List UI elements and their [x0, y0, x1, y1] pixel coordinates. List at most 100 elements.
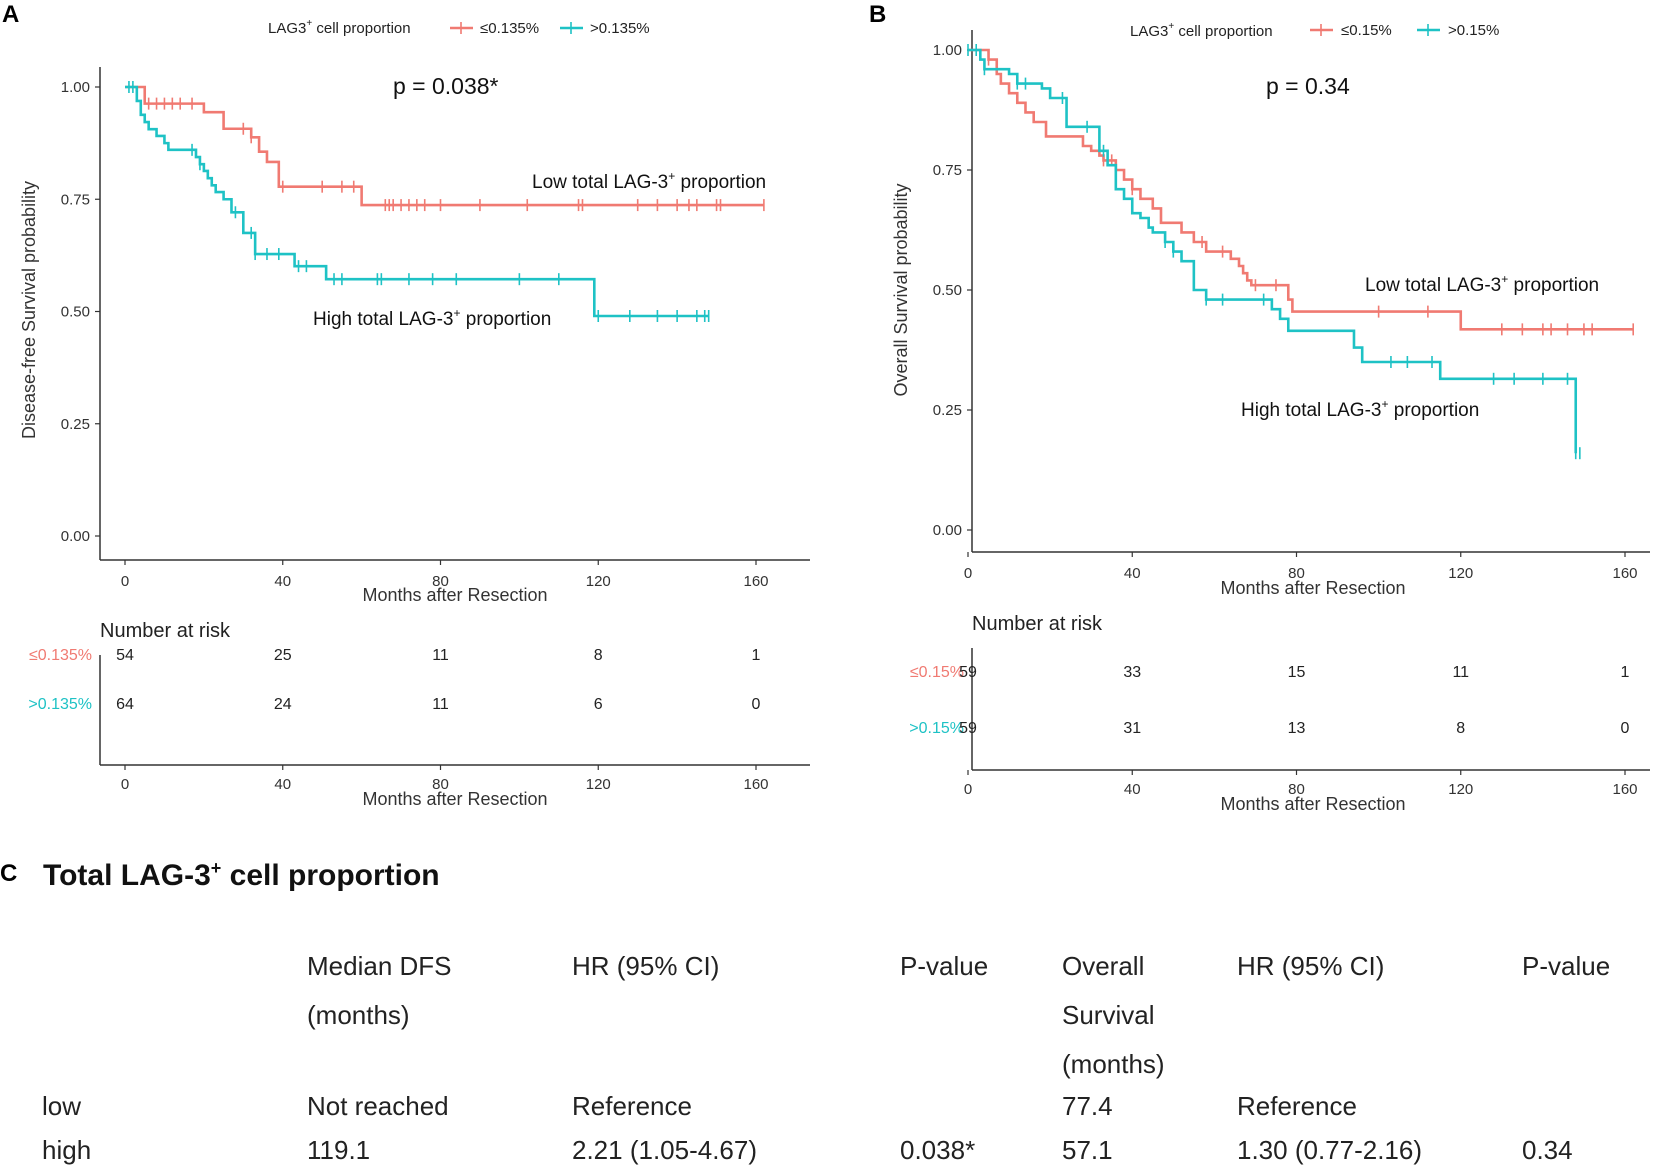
km-panels: A LAG3+ cell proportion ≤0.135% >0.135% …: [2, 1, 1650, 814]
risk-count: 8: [594, 647, 603, 664]
y-tick-label: 1.00: [933, 42, 962, 59]
y-tick-label: 0.50: [933, 282, 962, 299]
panel-a-high-label: High total LAG-3+ proportion: [313, 306, 551, 330]
row-high-hr-dfs: 2.21 (1.05-4.67): [572, 1135, 758, 1165]
header-median-dfs: Median DFS (months): [307, 951, 452, 1030]
risk-count: 8: [1456, 720, 1465, 737]
panel-b-high-label: High total LAG-3+ proportion: [1241, 397, 1479, 421]
risk-count: 11: [432, 647, 449, 664]
header-hr-dfs: HR (95% CI): [572, 951, 720, 981]
risk-count: 31: [1123, 720, 1141, 737]
x-tick-label: 80: [1288, 565, 1305, 582]
panel-c-letter: C: [0, 860, 18, 887]
risk-count: 59: [959, 664, 977, 681]
y-tick-label: 0.75: [61, 191, 90, 208]
risk-count: 0: [1621, 720, 1630, 737]
risk-x-tick-label: 160: [1612, 781, 1637, 798]
panel-a-y-title: Disease-free Survival probability: [19, 181, 39, 439]
y-tick-label: 0.50: [61, 304, 90, 321]
panel-a-low-label: Low total LAG-3+ proportion: [532, 169, 766, 193]
header-hr-os: HR (95% CI): [1237, 951, 1385, 981]
risk-count: 1: [752, 647, 761, 664]
risk-x-tick-label: 0: [964, 781, 972, 798]
header-overall-survival: Overall Survival (months): [1062, 951, 1165, 1079]
x-tick-label: 0: [121, 573, 129, 590]
row-high-median-dfs: 119.1: [307, 1135, 371, 1165]
panel-b-x-ticks: 0 40 80 120 160: [964, 552, 1638, 582]
panel-a-y-ticks: 0.00 0.25 0.50 0.75 1.00: [61, 79, 100, 545]
panel-b-legend-high: >0.15%: [1448, 22, 1499, 39]
risk-count: 1: [1621, 664, 1630, 681]
risk-x-tick-label: 40: [274, 776, 291, 793]
header-pvalue-dfs: P-value: [900, 951, 989, 981]
km-curve-high: [968, 48, 1578, 454]
risk-count: 11: [432, 696, 449, 713]
panel-a-risk-title: Number at risk: [100, 620, 231, 642]
risk-count: 11: [1452, 664, 1469, 681]
y-tick-label: 1.00: [61, 79, 90, 96]
row-high-overall-survival: 57.1: [1062, 1135, 1113, 1165]
risk-x-tick-label: 0: [121, 776, 129, 793]
panel-a-legend-title: LAG3+ cell proportion: [268, 18, 411, 37]
y-tick-label: 0.00: [61, 528, 90, 545]
panel-b-risk-x-title: Months after Resection: [1220, 794, 1405, 814]
risk-x-tick-label: 40: [1124, 781, 1141, 798]
risk-x-tick-label: 160: [743, 776, 768, 793]
risk-count: 59: [959, 720, 977, 737]
panel-a-p-value: p = 0.038*: [393, 73, 499, 99]
risk-row-label: >0.135%: [28, 696, 92, 713]
risk-row-label: ≤0.15%: [910, 664, 964, 681]
risk-count: 54: [116, 647, 134, 664]
panel-a-letter: A: [2, 1, 19, 28]
panel-b-risk-table: 0 40 80 120 160≤0.15%59 33 15 11 1>0.15%59 31 13 8 0: [909, 664, 1637, 798]
panel-a-x-title: Months after Resection: [362, 585, 547, 605]
panel-c-title: Total LAG-3+ cell proportion: [43, 858, 440, 892]
risk-x-tick-label: 120: [586, 776, 611, 793]
row-high-hr-os: 1.30 (0.77-2.16): [1237, 1135, 1423, 1165]
header-pvalue-os: P-value: [1522, 951, 1611, 981]
panel-b-y-ticks: 0.00 0.25 0.50 0.75 1.00: [933, 42, 972, 539]
x-tick-label: 40: [1124, 565, 1141, 582]
panel-b-legend-title: LAG3+ cell proportion: [1130, 21, 1273, 40]
risk-x-tick-label: 80: [432, 776, 449, 793]
row-high-pvalue-os: 0.34: [1522, 1135, 1573, 1165]
panel-b-low-label: Low total LAG-3+ proportion: [1365, 272, 1599, 296]
panel-b: B LAG3+ cell proportion ≤0.15% >0.15% 0.…: [869, 1, 1650, 814]
risk-row-label: ≤0.135%: [29, 647, 92, 664]
panel-a-risk-table: 0 40 80 120 160 ≤0.135% 54 25 11 8 1 >0.135% 64 24 11 6…: [28, 647, 768, 793]
row-high-group: high: [42, 1135, 92, 1165]
row-high-pvalue-dfs: 0.038*: [900, 1135, 976, 1165]
x-tick-label: 80: [432, 573, 449, 590]
x-tick-label: 120: [586, 573, 611, 590]
y-tick-label: 0.75: [933, 162, 962, 179]
x-tick-label: 120: [1448, 565, 1473, 582]
row-low-group: low: [42, 1091, 82, 1121]
row-low-hr-dfs: Reference: [572, 1091, 692, 1121]
risk-count: 33: [1123, 664, 1141, 681]
row-low-overall-survival: 77.4: [1062, 1091, 1113, 1121]
panel-a-curves: [125, 81, 765, 322]
panel-b-y-title: Overall Survival probability: [891, 183, 911, 396]
risk-count: 13: [1288, 720, 1306, 737]
risk-x-tick-label: 80: [1288, 781, 1305, 798]
risk-count: 0: [752, 696, 761, 713]
risk-count: 6: [594, 696, 603, 713]
panel-b-letter: B: [869, 1, 886, 28]
y-tick-label: 0.25: [61, 416, 90, 433]
row-low-hr-os: Reference: [1237, 1091, 1357, 1121]
risk-row-label: >0.15%: [909, 720, 964, 737]
risk-count: 64: [116, 696, 134, 713]
panel-a-risk-x-title: Months after Resection: [362, 789, 547, 809]
risk-count: 15: [1288, 664, 1306, 681]
panel-b-legend-low: ≤0.15%: [1341, 22, 1392, 39]
panel-b-p-value: p = 0.34: [1266, 73, 1350, 99]
x-tick-label: 40: [274, 573, 291, 590]
panel-a-legend-low: ≤0.135%: [480, 20, 539, 37]
panel-b-curves: [967, 44, 1635, 460]
risk-count: 24: [274, 696, 292, 713]
panel-a-legend-high: >0.135%: [590, 20, 650, 37]
y-tick-label: 0.25: [933, 402, 962, 419]
y-tick-label: 0.00: [933, 522, 962, 539]
x-tick-label: 160: [1612, 565, 1637, 582]
x-tick-label: 0: [964, 565, 972, 582]
